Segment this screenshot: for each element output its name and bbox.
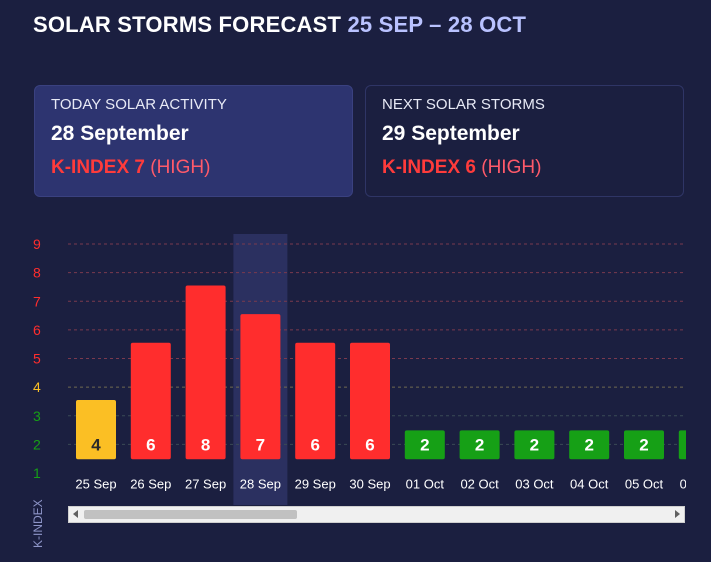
bar-02-oct[interactable]	[459, 430, 500, 460]
y-tick-label: 5	[33, 351, 41, 367]
date-range: 25 SEP – 28 OCT	[347, 12, 527, 37]
bar-value-label: 6	[146, 436, 155, 455]
x-tick-label: 02 Oct	[460, 477, 499, 492]
bar-06-oct[interactable]	[678, 430, 711, 460]
x-tick-label: 01 Oct	[406, 477, 445, 492]
x-tick-label: 27 Sep	[185, 477, 226, 492]
bar-value-label: 8	[201, 436, 210, 455]
y-tick-label: 9	[33, 236, 41, 252]
next-storms-card: NEXT SOLAR STORMS 29 September K-INDEX 6…	[365, 85, 684, 197]
bar-value-label: 2	[530, 436, 539, 455]
bar-01-oct[interactable]	[404, 430, 445, 460]
bar-value-label: 2	[694, 436, 703, 455]
y-tick-label: 3	[33, 408, 41, 424]
bar-value-label: 6	[365, 436, 374, 455]
bar-05-oct[interactable]	[624, 430, 664, 460]
x-tick-label: 04 Oct	[570, 477, 609, 492]
x-tick-label: 03 Oct	[515, 477, 554, 492]
scroll-left-arrow-icon[interactable]	[73, 510, 78, 518]
bar-value-label: 2	[475, 436, 484, 455]
y-tick-label: 8	[33, 265, 41, 281]
bar-value-label: 4	[91, 436, 101, 455]
bar-29-sep[interactable]	[295, 342, 336, 460]
y-axis-label: K-INDEX	[31, 499, 45, 548]
title-text: SOLAR STORMS FORECAST	[33, 12, 342, 37]
bar-value-label: 2	[420, 436, 429, 455]
next-card-level: (HIGH)	[481, 157, 542, 178]
y-tick-label: 4	[33, 379, 41, 395]
bar-04-oct[interactable]	[569, 430, 610, 460]
page-title: SOLAR STORMS FORECAST 25 SEP – 28 OCT	[33, 12, 526, 38]
bar-25-sep[interactable]	[76, 400, 116, 460]
today-card-kindex: K-INDEX 7	[51, 157, 145, 178]
y-tick-label: 6	[33, 322, 41, 338]
next-card-label: NEXT SOLAR STORMS	[382, 96, 545, 113]
bar-value-label: 6	[310, 436, 319, 455]
x-tick-label: 28 Sep	[240, 477, 281, 492]
kindex-bar-chart: 1 2 3 4 5 6 7 8 9 4 25 Sep 6 26 Sep 8 27 Sep 7 28 Sep 6 29…	[33, 234, 711, 505]
scrollbar-thumb[interactable]	[84, 510, 297, 519]
bar-value-label: 2	[639, 436, 648, 455]
bar-value-label: 7	[256, 436, 265, 455]
x-tick-label: 30 Sep	[349, 477, 390, 492]
y-tick-label: 1	[33, 465, 41, 481]
y-tick-label: 2	[33, 436, 41, 452]
bar-30-sep[interactable]	[350, 342, 390, 460]
today-activity-card: TODAY SOLAR ACTIVITY 28 September K-INDE…	[34, 85, 353, 197]
bar-26-sep[interactable]	[130, 342, 171, 460]
x-tick-label: 05 Oct	[625, 477, 664, 492]
x-tick-label: 29 Sep	[295, 477, 336, 492]
next-card-kindex: K-INDEX 6	[382, 157, 476, 178]
bar-03-oct[interactable]	[514, 430, 555, 460]
x-tick-label: 25 Sep	[75, 477, 116, 492]
today-card-label: TODAY SOLAR ACTIVITY	[51, 96, 227, 113]
next-card-kindex-line: K-INDEX 6 (HIGH)	[382, 157, 667, 179]
bar-value-label: 2	[584, 436, 593, 455]
x-tick-label: 26 Sep	[130, 477, 171, 492]
today-card-date: 28 September	[51, 122, 189, 145]
y-tick-label: 7	[33, 293, 41, 309]
scroll-right-arrow-icon[interactable]	[675, 510, 680, 518]
x-tick-label: 06 Oct	[680, 477, 711, 492]
bars-group: 4 25 Sep 6 26 Sep 8 27 Sep 7 28 Sep 6 29 Sep 6 30 S…	[75, 285, 711, 492]
bar-27-sep[interactable]	[185, 285, 226, 460]
today-card-level: (HIGH)	[150, 157, 211, 178]
chart-horizontal-scrollbar[interactable]	[68, 506, 685, 523]
bar-28-sep[interactable]	[240, 314, 281, 460]
today-card-kindex-line: K-INDEX 7 (HIGH)	[51, 157, 336, 179]
next-card-date: 29 September	[382, 122, 520, 145]
